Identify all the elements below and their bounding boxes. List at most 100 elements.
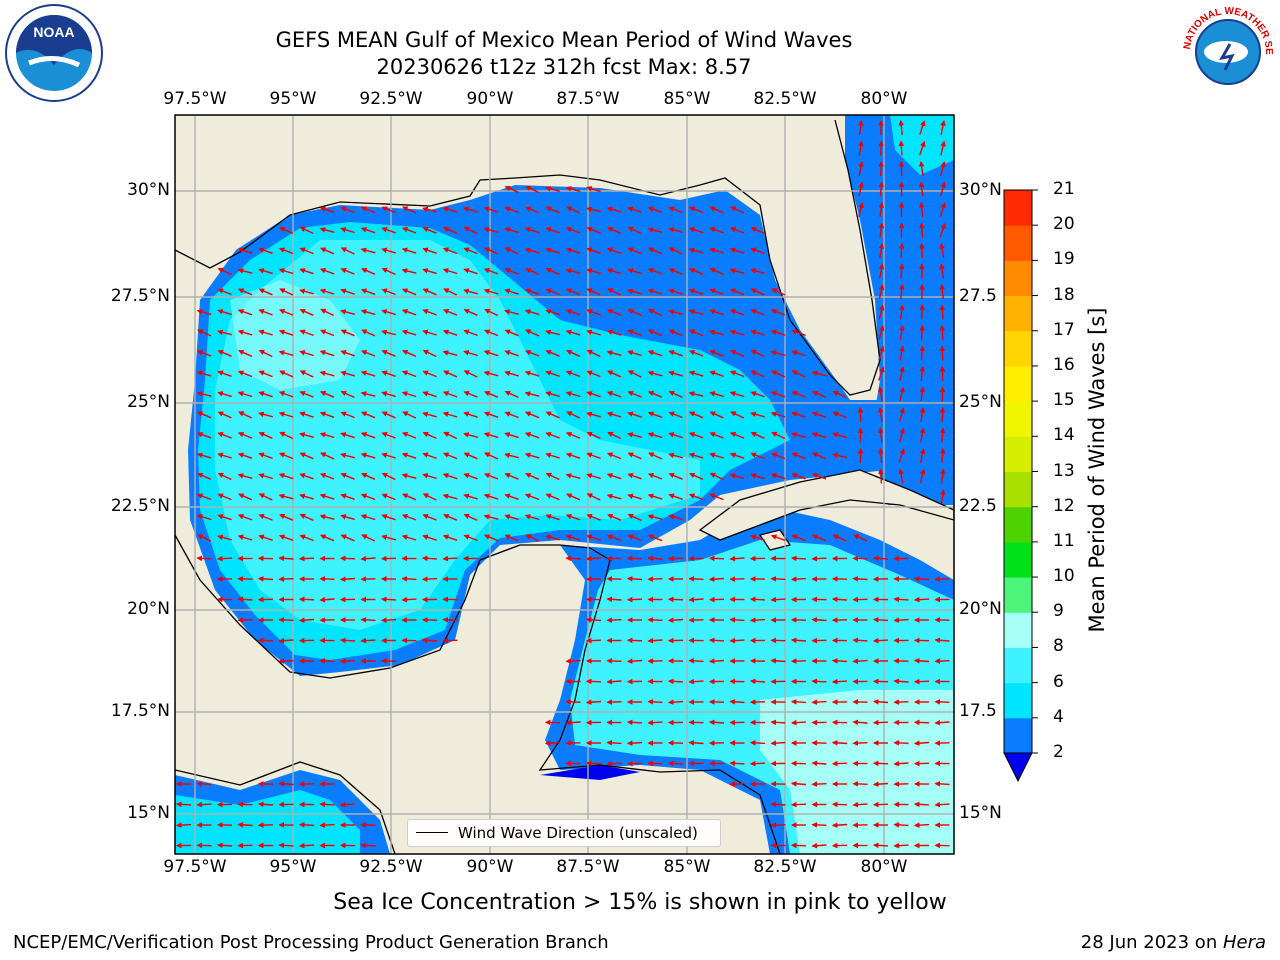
wind-wave-arrow bbox=[361, 329, 376, 337]
wind-wave-arrow bbox=[878, 201, 885, 217]
wind-wave-arrow bbox=[360, 411, 376, 419]
wind-wave-arrow bbox=[606, 596, 622, 603]
wind-wave-arrow bbox=[770, 390, 786, 398]
colorbar-tick-label: 2 bbox=[1053, 742, 1064, 762]
colorbar-tick-label: 20 bbox=[1053, 214, 1075, 235]
wind-wave-arrow bbox=[749, 760, 766, 767]
wind-wave-arrow bbox=[381, 288, 396, 296]
wind-wave-arrow bbox=[919, 406, 926, 423]
wind-wave-arrow bbox=[565, 370, 581, 378]
wind-wave-arrow bbox=[422, 268, 437, 275]
wind-wave-arrow bbox=[319, 411, 335, 418]
wind-wave-arrow bbox=[586, 329, 601, 336]
wind-wave-arrow bbox=[565, 534, 581, 541]
wind-wave-arrow bbox=[606, 329, 622, 336]
wind-wave-arrow bbox=[217, 534, 232, 541]
wind-wave-arrow bbox=[442, 452, 458, 460]
wind-wave-arrow bbox=[278, 390, 294, 398]
wind-wave-arrow bbox=[483, 411, 499, 418]
wind-wave-arrow bbox=[299, 288, 314, 295]
wind-wave-arrow bbox=[791, 452, 806, 460]
wind-wave-arrow bbox=[299, 411, 314, 418]
wind-wave-arrow bbox=[278, 452, 294, 460]
wind-wave-arrow bbox=[858, 181, 864, 197]
wind-wave-arrow bbox=[750, 452, 765, 460]
wind-wave-arrow bbox=[504, 267, 519, 275]
wind-wave-arrow bbox=[381, 370, 396, 377]
wind-wave-arrow bbox=[278, 268, 294, 275]
wind-wave-arrow bbox=[939, 427, 946, 443]
wind-wave-arrow bbox=[545, 370, 560, 377]
wind-wave-arrow bbox=[402, 206, 417, 214]
wind-wave-arrow bbox=[381, 329, 396, 336]
wind-wave-arrow bbox=[934, 658, 950, 664]
lon-tick-bottom: 90°W bbox=[466, 857, 514, 877]
wind-wave-arrow bbox=[898, 140, 905, 156]
wind-wave-arrow bbox=[586, 308, 601, 316]
wind-wave-arrow bbox=[729, 226, 745, 234]
lat-tick-left: 17.5°N bbox=[110, 701, 170, 721]
lat-tick-left: 22.5°N bbox=[110, 496, 170, 516]
wind-wave-arrow bbox=[463, 206, 478, 213]
wind-wave-arrow bbox=[585, 617, 602, 623]
lon-tick-bottom: 97.5°W bbox=[163, 857, 227, 877]
wind-wave-arrow bbox=[443, 431, 458, 440]
wind-wave-arrow bbox=[627, 308, 642, 316]
wind-wave-arrow bbox=[893, 699, 909, 705]
wind-wave-arrow bbox=[668, 370, 683, 377]
wind-wave-arrow bbox=[586, 493, 601, 501]
wind-wave-arrow bbox=[504, 206, 519, 214]
colorbar-segment bbox=[1004, 717, 1032, 754]
wind-wave-direction-arrows bbox=[175, 119, 950, 849]
wind-wave-arrow bbox=[545, 493, 560, 501]
wind-wave-arrow bbox=[524, 309, 540, 316]
wind-wave-arrow bbox=[899, 345, 905, 361]
wind-wave-arrow bbox=[750, 534, 765, 541]
wind-wave-arrow bbox=[688, 576, 704, 582]
wind-wave-arrow bbox=[237, 247, 253, 254]
wind-wave-arrow bbox=[811, 842, 827, 849]
wind-wave-arrow bbox=[770, 534, 786, 541]
wind-wave-arrow bbox=[872, 699, 889, 705]
wind-wave-arrow bbox=[565, 288, 581, 296]
wind-wave-arrow bbox=[360, 493, 376, 501]
wind-wave-arrow bbox=[360, 288, 376, 295]
wind-wave-arrow bbox=[668, 309, 683, 315]
wind-wave-arrow bbox=[647, 267, 663, 275]
wind-wave-arrow bbox=[586, 452, 601, 460]
wind-wave-arrow bbox=[422, 206, 437, 213]
wind-wave-arrow bbox=[381, 411, 396, 419]
wind-wave-arrow bbox=[422, 452, 437, 460]
wind-wave-arrow bbox=[319, 432, 335, 439]
wind-wave-arrow bbox=[196, 493, 212, 501]
wind-wave-arrow bbox=[831, 760, 848, 767]
wind-wave-arrow bbox=[319, 596, 335, 603]
yucatan-coastline bbox=[175, 534, 781, 854]
wind-wave-arrow bbox=[299, 534, 314, 542]
wind-wave-arrow bbox=[484, 390, 499, 398]
wind-wave-arrow bbox=[339, 801, 356, 808]
wind-wave-arrow bbox=[524, 247, 540, 254]
wind-wave-arrow bbox=[667, 555, 684, 562]
wind-wave-arrow bbox=[913, 596, 930, 603]
wind-wave-arrow bbox=[647, 472, 663, 480]
colorbar-segment bbox=[1004, 365, 1032, 402]
wind-wave-arrow bbox=[401, 596, 417, 603]
wind-wave-arrow bbox=[258, 534, 273, 541]
wind-wave-arrow bbox=[709, 329, 724, 336]
wind-wave-arrow bbox=[791, 370, 806, 378]
wind-wave-arrow bbox=[770, 411, 786, 418]
wind-wave-arrow bbox=[790, 637, 807, 644]
wind-wave-arrow bbox=[872, 781, 889, 787]
wind-wave-arrow bbox=[463, 247, 478, 255]
wind-wave-arrow bbox=[812, 452, 827, 460]
wind-wave-arrow bbox=[319, 822, 335, 828]
wind-wave-arrow bbox=[586, 268, 601, 275]
wind-wave-arrow bbox=[708, 576, 725, 582]
colorbar bbox=[1003, 189, 1038, 783]
wind-wave-arrow bbox=[319, 288, 335, 295]
lon-tick-top: 82.5°W bbox=[753, 89, 817, 109]
footer-credit: NCEP/EMC/Verification Post Processing Pr… bbox=[13, 932, 609, 953]
wind-wave-arrow bbox=[237, 391, 253, 398]
wind-wave-arrow bbox=[791, 390, 806, 398]
